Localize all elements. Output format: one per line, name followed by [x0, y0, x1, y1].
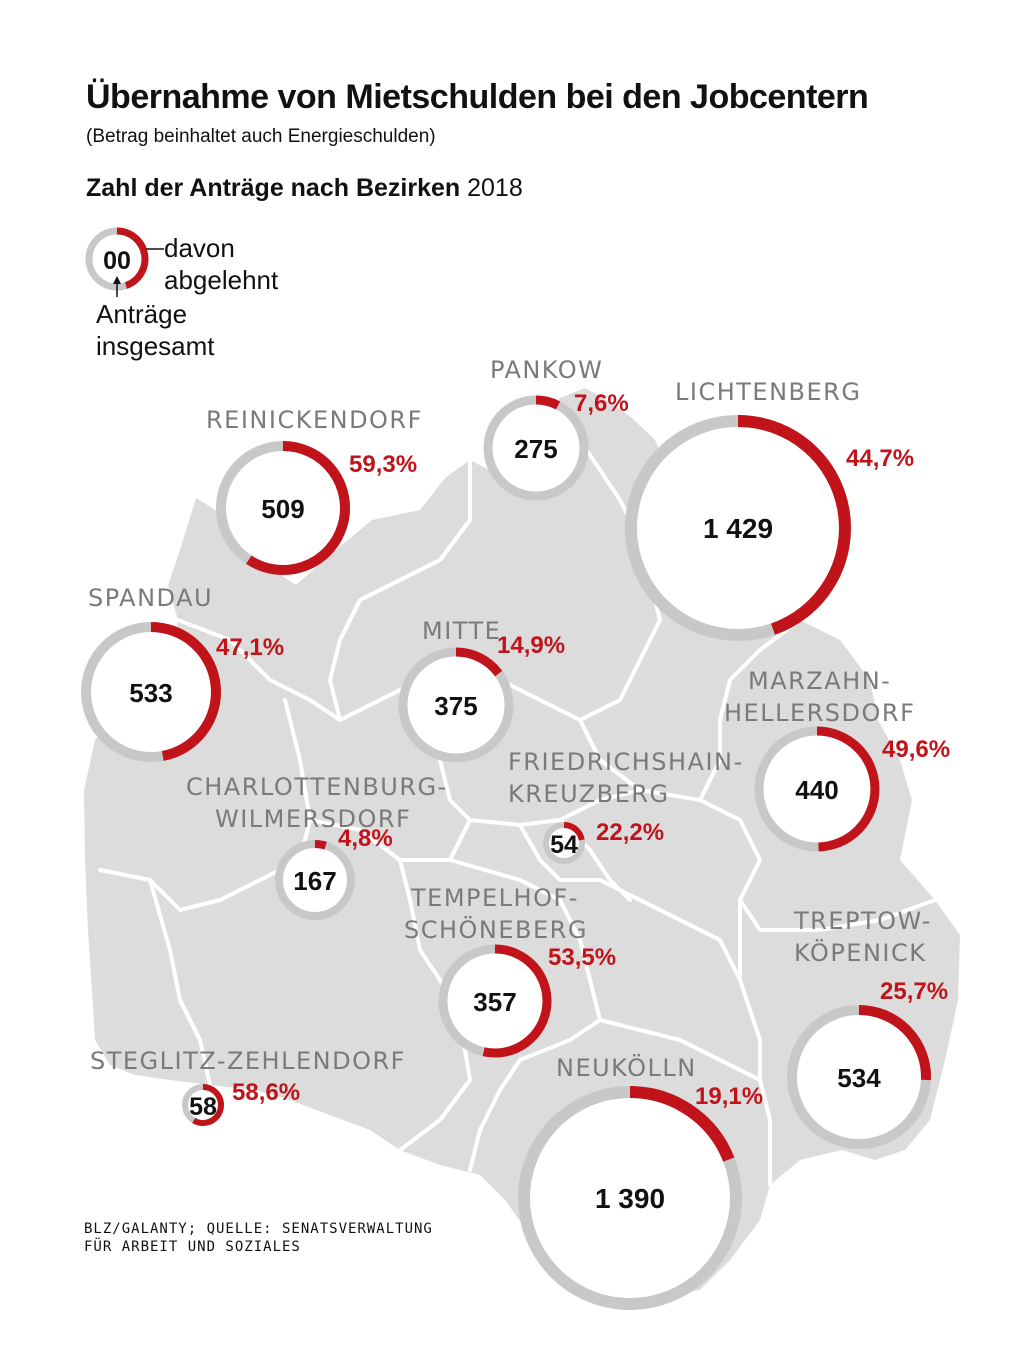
ring-rejected-friedrichshain: [563, 822, 585, 841]
legend-ring-rejected: [116, 227, 149, 289]
source-credit-line2: FÜR ARBEIT UND SOZIALES: [84, 1239, 301, 1255]
ring-rejected-neukoelln: [629, 1086, 735, 1162]
ring-rejected-mitte: [455, 647, 503, 677]
ring-mitte: [398, 647, 514, 763]
pct-mitte: 14,9%: [497, 632, 565, 659]
ring-steglitz: [182, 1084, 224, 1126]
source-credit: BLZ/GALANTY; QUELLE: SENATSVERWALTUNG FÜ…: [84, 1220, 433, 1256]
pct-neukoelln: 19,1%: [695, 1083, 763, 1110]
district-name-neukoelln: NEUKÖLLN: [556, 1053, 697, 1082]
legend-rejected-line2: abgelehnt: [164, 265, 279, 295]
ring-rejected-lichtenberg: [737, 415, 851, 635]
district-name-tempelhof-line2: SCHÖNEBERG: [404, 915, 588, 944]
district-name-lichtenberg: LICHTENBERG: [675, 378, 861, 406]
district-name-marzahn-line2: HELLERSDORF: [724, 699, 915, 727]
pct-steglitz: 58,6%: [232, 1079, 300, 1106]
pct-charlottenburg: 4,8%: [338, 825, 393, 852]
district-name-tempelhof-line1: TEMPELHOF-: [410, 884, 579, 912]
district-name-charlottenburg-line2: WILMERSDORF: [215, 805, 411, 833]
district-name-spandau: SPANDAU: [88, 584, 213, 612]
total-spandau: 533: [129, 678, 172, 708]
pct-pankow: 7,6%: [574, 390, 629, 417]
chart-title: Übernahme von Mietschulden bei den Jobce…: [86, 78, 869, 116]
total-reinickendorf: 509: [261, 494, 304, 524]
district-name-friedrichshain-line1: FRIEDRICHSHAIN-: [508, 748, 744, 776]
ring-treptow: [787, 1005, 931, 1149]
pct-spandau: 47,1%: [216, 634, 284, 661]
total-tempelhof: 357: [473, 987, 516, 1017]
ring-rejected-tempelhof: [482, 944, 552, 1058]
ring-tempelhof: [438, 944, 552, 1058]
district-name-friedrichshain-line2: KREUZBERG: [508, 780, 670, 808]
district-name-marzahn-line1: MARZAHN-: [748, 667, 891, 695]
legend-total-line2: insgesamt: [96, 331, 215, 361]
district-name-treptow-line2: KÖPENICK: [794, 938, 926, 967]
section-heading-bold: Zahl der Anträge nach Bezirken: [86, 174, 461, 202]
total-neukoelln: 1 390: [595, 1183, 665, 1214]
total-mitte: 375: [434, 691, 477, 721]
pct-lichtenberg: 44,7%: [846, 445, 914, 472]
district-name-pankow: PANKOW: [490, 356, 603, 384]
legend-ring: 00: [85, 227, 164, 297]
total-charlottenburg: 167: [293, 866, 336, 896]
total-friedrichshain: 54: [550, 831, 578, 859]
pct-friedrichshain: 22,2%: [596, 819, 664, 846]
district-rejected-pcts: 59,3% 7,6% 44,7% 47,1% 14,9% 49,6% 22,2%…: [216, 390, 950, 1110]
legend-rejected-line1: davon: [164, 233, 235, 263]
total-marzahn: 440: [795, 775, 838, 805]
total-pankow: 275: [514, 434, 557, 464]
ring-lichtenberg: [625, 415, 851, 641]
ring-rejected-spandau: [150, 622, 221, 761]
source-credit-line1: BLZ/GALANTY; QUELLE: SENATSVERWALTUNG: [84, 1221, 433, 1237]
ring-reinickendorf: [216, 441, 350, 575]
legend-arrow-icon: [113, 276, 121, 284]
district-name-steglitz: STEGLITZ-ZEHLENDORF: [90, 1047, 406, 1075]
district-name-mitte: MITTE: [422, 617, 501, 645]
pct-marzahn: 49,6%: [882, 736, 950, 763]
section-heading: Zahl der Anträge nach Bezirken 2018: [86, 174, 523, 203]
pct-treptow: 25,7%: [880, 978, 948, 1005]
legend-total-line1: Anträge: [96, 299, 188, 329]
ring-rejected-pankow: [535, 395, 561, 410]
pct-reinickendorf: 59,3%: [349, 451, 417, 478]
district-name-charlottenburg-line1: CHARLOTTENBURG-: [186, 773, 448, 801]
ring-rejected-reinickendorf: [246, 441, 350, 575]
district-totals: 509 275 1 429 533 375 440 54 167 357 534…: [129, 434, 881, 1214]
ring-rejected-marzahn: [816, 726, 880, 852]
district-names: REINICKENDORF PANKOW LICHTENBERG SPANDAU…: [88, 356, 932, 1082]
ring-rejected-steglitz: [192, 1084, 224, 1126]
ring-pankow: [483, 395, 589, 501]
ring-spandau: [81, 622, 221, 762]
ring-charlottenburg: [275, 839, 355, 920]
ring-neukoelln: [518, 1086, 742, 1310]
pct-tempelhof: 53,5%: [548, 944, 616, 971]
total-steglitz: 58: [189, 1093, 217, 1121]
district-name-treptow-line1: TREPTOW-: [793, 907, 932, 935]
chart-subtitle: (Betrag beinhaltet auch Energieschulden): [86, 126, 436, 147]
ring-rejected-charlottenburg: [314, 839, 327, 850]
total-treptow: 534: [837, 1063, 881, 1093]
legend-total-label: Anträge insgesamt: [96, 298, 215, 362]
legend-rejected-label: davon abgelehnt: [164, 232, 278, 296]
ring-rejected-treptow: [858, 1005, 931, 1081]
total-lichtenberg: 1 429: [703, 513, 773, 544]
district-name-reinickendorf: REINICKENDORF: [206, 406, 423, 434]
ring-marzahn: [754, 726, 880, 852]
ring-friedrichshain: [543, 822, 585, 864]
legend-sample-value: 00: [103, 247, 131, 275]
section-heading-year: 2018: [467, 174, 523, 202]
